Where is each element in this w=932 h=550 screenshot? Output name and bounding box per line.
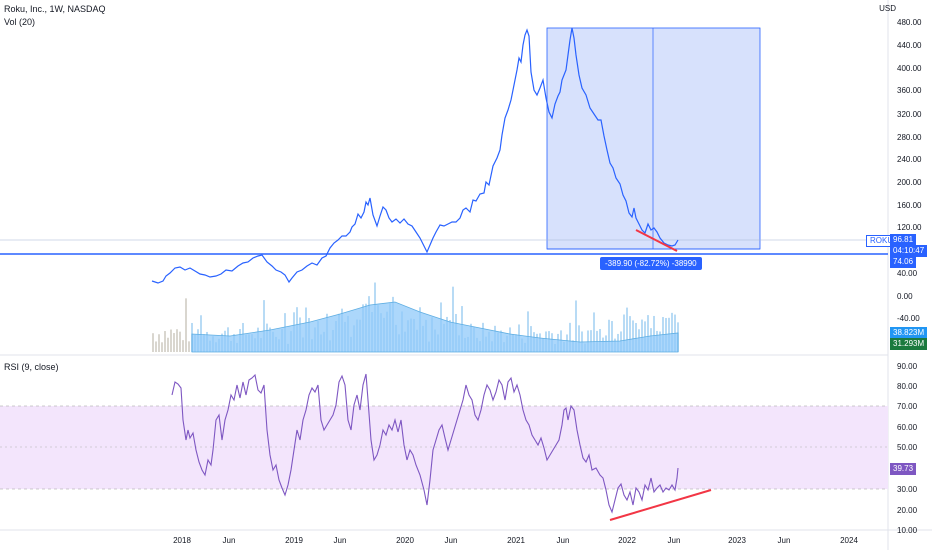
volume-bar	[647, 315, 649, 352]
volume-bar	[578, 325, 580, 352]
volume-bar	[170, 329, 172, 352]
rsi-tick: 30.00	[897, 485, 918, 494]
price-tick: 280.00	[897, 133, 922, 142]
x-tick: Jun	[222, 536, 236, 545]
price-tick: 160.00	[897, 201, 922, 210]
price-trendline[interactable]	[635, 229, 678, 252]
x-tick: Jun	[333, 536, 347, 545]
volume-bar	[179, 331, 181, 352]
rsi-tick: 70.00	[897, 402, 918, 411]
rsi-value-badge: 39.73	[890, 463, 917, 475]
x-tick: Jun	[556, 536, 570, 545]
chart-title: Roku, Inc., 1W, NASDAQ	[4, 4, 106, 14]
price-tick: 240.00	[897, 155, 922, 164]
volume-bar	[575, 300, 577, 352]
volume-bar	[200, 315, 202, 352]
price-tick: 40.00	[897, 269, 918, 278]
volume-bar	[452, 286, 454, 352]
rsi-trendline[interactable]	[609, 489, 712, 521]
price-tick: 320.00	[897, 110, 922, 119]
price-tick: 120.00	[897, 223, 922, 232]
x-tick: Jun	[667, 536, 681, 545]
volume-bar	[176, 329, 178, 352]
last-price-badge: 96.81	[890, 234, 917, 246]
price-line	[151, 27, 679, 284]
volume-bar	[164, 331, 166, 352]
volume-bar	[611, 321, 613, 352]
volume-label: Vol (20)	[4, 17, 36, 27]
rsi-line	[171, 373, 679, 514]
volume-bar	[635, 322, 637, 352]
volume-ma-area	[191, 301, 679, 353]
x-tick: 2023	[728, 536, 746, 545]
rsi-tick: 50.00	[897, 443, 918, 452]
volume-bar	[608, 319, 610, 352]
x-tick: 2024	[840, 536, 858, 545]
volume-bar	[653, 315, 655, 352]
volume-bar	[185, 298, 187, 352]
price-tick: 400.00	[897, 64, 922, 73]
rsi-band	[0, 406, 888, 489]
volume-bar	[632, 320, 634, 352]
measure-rect[interactable]	[546, 27, 761, 250]
rsi-tick: 80.00	[897, 382, 918, 391]
volume-bar	[590, 330, 592, 352]
rsi-label: RSI (9, close)	[4, 362, 59, 372]
price-unit: USD	[879, 4, 896, 13]
volume-bar	[626, 307, 628, 352]
hline-price-badge: 74.06	[890, 256, 917, 268]
x-tick: 2018	[173, 536, 191, 545]
price-tick: -40.00	[897, 314, 920, 323]
volume-bar	[188, 341, 190, 352]
x-tick: 2022	[618, 536, 636, 545]
volume-badge: 31.293M	[890, 338, 928, 350]
volume-bar	[527, 311, 529, 352]
price-tick: 200.00	[897, 178, 922, 187]
volume-bar	[152, 333, 154, 352]
volume-bar	[599, 329, 601, 352]
rsi-tick: 90.00	[897, 362, 918, 371]
volume-bar	[155, 341, 157, 352]
volume-bar	[182, 340, 184, 352]
price-tick: 480.00	[897, 18, 922, 27]
x-tick: 2021	[507, 536, 525, 545]
price-tick: 360.00	[897, 86, 922, 95]
volume-bar	[263, 300, 265, 352]
rsi-tick: 10.00	[897, 526, 918, 535]
volume-bar	[173, 333, 175, 352]
price-tick: 0.00	[897, 292, 913, 301]
rsi-tick: 20.00	[897, 506, 918, 515]
x-tick: Jun	[777, 536, 791, 545]
measure-label[interactable]: -389.90 (-82.72%) -38990	[600, 257, 702, 270]
x-tick: Jun	[444, 536, 458, 545]
x-tick: 2019	[285, 536, 303, 545]
volume-bar	[167, 337, 169, 352]
volume-bar	[641, 319, 643, 352]
countdown-badge: 04:10:47	[890, 245, 928, 257]
volume-bar	[587, 330, 589, 352]
volume-bar	[623, 314, 625, 352]
volume-bar	[161, 342, 163, 352]
volume-ma-badge: 38.823M	[890, 327, 928, 339]
volume-bar	[593, 312, 595, 352]
volume-bar	[158, 334, 160, 352]
symbol-badge[interactable]: ROKU	[866, 235, 898, 247]
volume-bar	[569, 322, 571, 352]
volume-bar	[671, 312, 673, 352]
volume-bar	[629, 316, 631, 352]
x-tick: 2020	[396, 536, 414, 545]
price-tick: 440.00	[897, 41, 922, 50]
rsi-tick: 60.00	[897, 423, 918, 432]
